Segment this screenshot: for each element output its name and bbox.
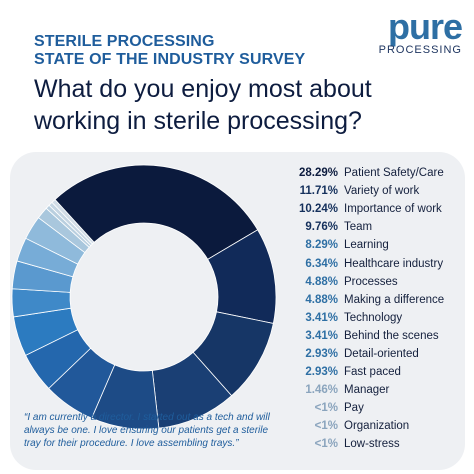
- legend-label: Processes: [344, 275, 398, 288]
- legend-value: <1%: [314, 402, 338, 415]
- question-headline: What do you enjoy most about working in …: [34, 75, 372, 135]
- legend-label: Organization: [344, 420, 410, 433]
- legend-item: <1% Pay: [286, 399, 468, 417]
- legend-label: Behind the scenes: [344, 329, 439, 342]
- legend-item: 1.46% Manager: [286, 381, 468, 399]
- pure-processing-logo: pure PROCESSING: [372, 6, 463, 57]
- legend-value: 28.29%: [298, 167, 338, 180]
- legend-item: 4.88% Processes: [286, 273, 468, 291]
- legend-label: Making a difference: [344, 293, 445, 306]
- header: STERILE PROCESSING STATE OF THE INDUSTRY…: [34, 33, 434, 137]
- logo-wordmark: pure: [387, 6, 463, 47]
- legend-item: 2.93% Detail-oriented: [286, 345, 468, 363]
- legend-label: Importance of work: [344, 203, 442, 216]
- legend-label: Technology: [344, 311, 403, 324]
- legend-value: 11.71%: [299, 185, 338, 198]
- legend-item: <1% Organization: [286, 417, 468, 435]
- legend-value: 10.24%: [298, 203, 338, 216]
- logo-subtitle: PROCESSING: [378, 44, 462, 56]
- legend-value: 3.41%: [305, 329, 338, 342]
- legend-label: Variety of work: [344, 185, 420, 198]
- legend-item: 4.88% Making a difference: [286, 291, 468, 309]
- survey-title-line-1: STERILE PROCESSING: [34, 33, 215, 50]
- legend-label: Learning: [344, 239, 389, 252]
- legend-item: <1% Low-stress: [286, 435, 468, 453]
- respondent-quote: “I am currently a director. I started ou…: [24, 412, 270, 449]
- legend-value: 2.93%: [305, 347, 338, 360]
- chart-legend: 28.29% Patient Safety/Care 11.71% Variety o…: [286, 164, 468, 454]
- legend-value: 6.34%: [305, 257, 338, 270]
- legend-value: 3.41%: [305, 311, 338, 324]
- legend-label: Healthcare industry: [344, 257, 444, 270]
- legend-item: 3.41% Behind the scenes: [286, 327, 468, 345]
- legend-item: 11.71% Variety of work: [286, 182, 468, 200]
- legend-item: 3.41% Technology: [286, 309, 468, 327]
- legend-label: Low-stress: [344, 438, 400, 451]
- legend-label: Team: [344, 221, 373, 234]
- legend-item: 6.34% Healthcare industry: [286, 254, 468, 272]
- legend-label: Detail-oriented: [344, 347, 419, 360]
- legend-value: <1%: [314, 438, 338, 451]
- legend-item: 2.93% Fast paced: [286, 363, 468, 381]
- legend-value: 1.46%: [305, 384, 338, 397]
- legend-item: 8.29% Learning: [286, 236, 468, 254]
- legend-value: 4.88%: [305, 293, 338, 306]
- legend-item: 9.76% Team: [286, 218, 468, 236]
- legend-label: Patient Safety/Care: [344, 167, 444, 180]
- survey-title-line-2: STATE OF THE INDUSTRY SURVEY: [34, 51, 306, 68]
- legend-value: 9.76%: [305, 221, 338, 234]
- legend-value: 2.93%: [305, 366, 338, 379]
- legend-value: 4.88%: [305, 275, 338, 288]
- legend-value: <1%: [314, 420, 338, 433]
- legend-label: Fast paced: [344, 366, 401, 379]
- legend-value: 8.29%: [305, 239, 338, 252]
- legend-label: Pay: [344, 402, 364, 415]
- legend-label: Manager: [344, 384, 390, 397]
- legend-item: 10.24% Importance of work: [286, 200, 468, 218]
- legend-item: 28.29% Patient Safety/Care: [286, 164, 468, 182]
